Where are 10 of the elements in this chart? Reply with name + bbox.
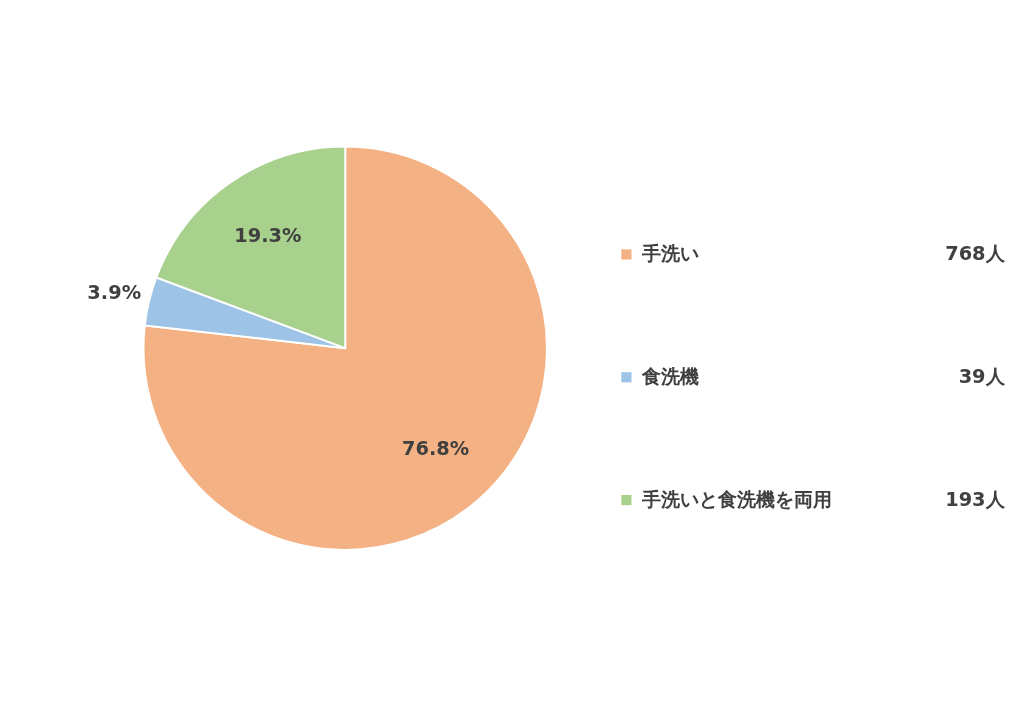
legend-label: 食洗機 bbox=[640, 365, 699, 389]
legend-label: 手洗い bbox=[640, 242, 699, 266]
data-label: 19.3% bbox=[234, 224, 302, 248]
data-label: 3.9% bbox=[87, 280, 142, 304]
legend-label: 手洗いと食洗機を両用 bbox=[640, 487, 832, 511]
data-label: 76.8% bbox=[402, 437, 470, 461]
text: 39人 bbox=[958, 365, 1006, 389]
text: 768人 bbox=[945, 242, 1006, 266]
pie-slice bbox=[142, 145, 548, 551]
text: 193人 bbox=[945, 487, 1006, 511]
